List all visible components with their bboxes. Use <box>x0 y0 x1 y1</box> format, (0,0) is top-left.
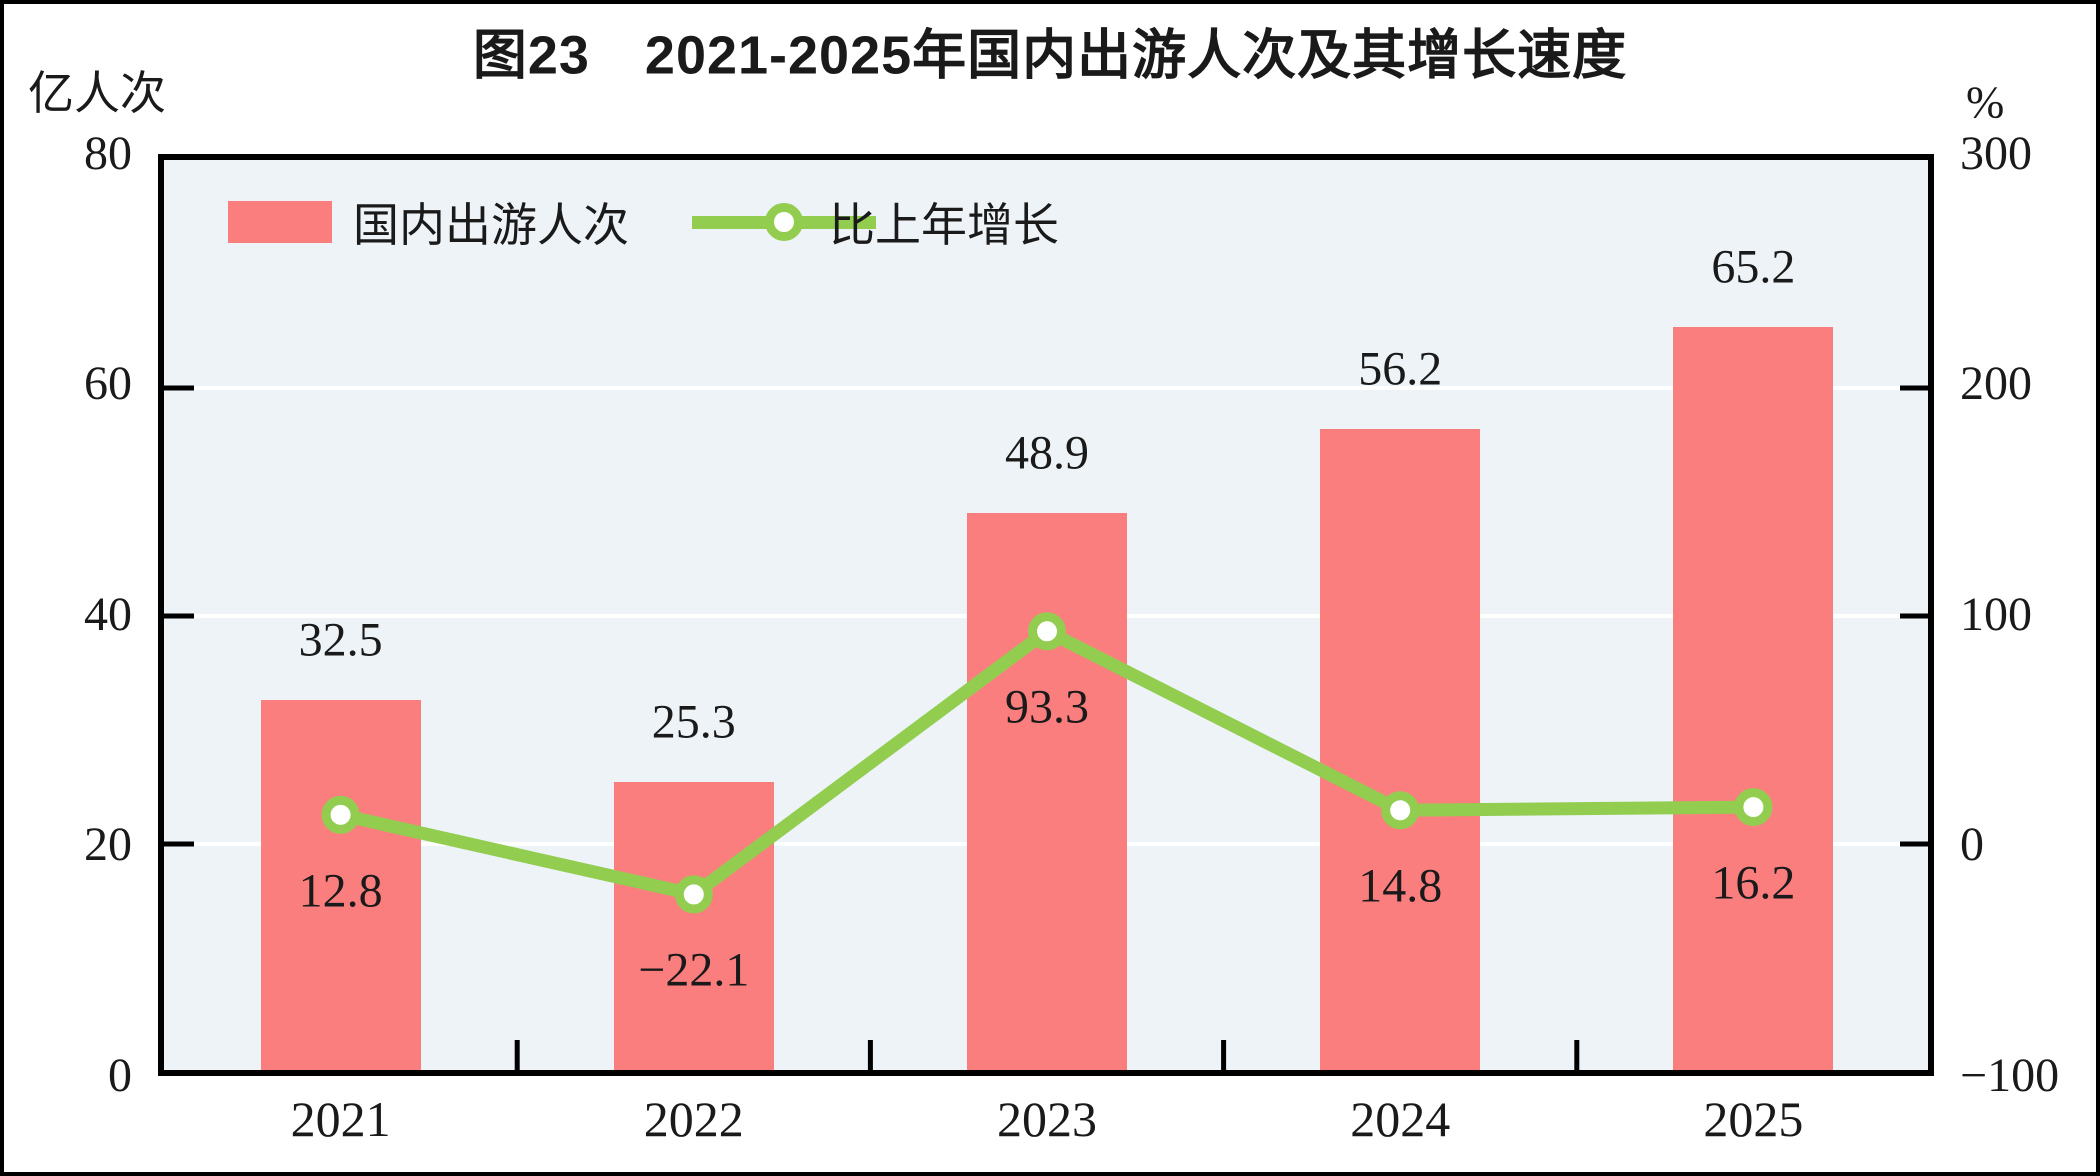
left-axis-unit-label: 亿人次 <box>28 68 166 119</box>
right-axis-tick-300: 300 <box>1960 127 2032 180</box>
bar-2025 <box>1673 326 1834 1070</box>
line-value-label: 14.8 <box>1358 859 1443 913</box>
left-axis-tick-80: 80 <box>84 127 132 180</box>
left-axis-tick-40: 40 <box>84 588 132 641</box>
bar-value-label: 48.9 <box>1005 426 1089 480</box>
line-marker-2025 <box>1734 788 1773 827</box>
bar-value-label: 32.5 <box>298 613 383 666</box>
legend-line-sample <box>692 203 876 241</box>
legend-bar-series-label: 国内出游人次 <box>353 200 629 251</box>
plot-inner: 32.5 25.3 48.9 56.2 65.2 12.8 −22.1 93.3 14.8 16.… <box>164 160 1930 1072</box>
bar-2022 <box>613 781 774 1070</box>
legend-bar-swatch <box>228 201 332 243</box>
line-marker-2021 <box>321 795 360 834</box>
right-axis-tick-m100: −100 <box>1960 1049 2060 1102</box>
x-axis-label-2024: 2024 <box>1350 1091 1451 1147</box>
chart-title: 图23 2021-2025年国内出游人次及其增长速度 <box>472 25 1628 86</box>
bar-value-label: 25.3 <box>651 695 736 749</box>
left-axis-tick-60: 60 <box>84 357 132 410</box>
right-axis-tick-0: 0 <box>1960 818 1984 871</box>
bar-2021 <box>260 699 421 1070</box>
x-axis-label-2023: 2023 <box>997 1091 1097 1147</box>
right-axis-tick-200: 200 <box>1960 357 2032 410</box>
bar-value-label: 56.2 <box>1358 342 1443 396</box>
plot-area: 32.5 25.3 48.9 56.2 65.2 12.8 −22.1 93.3 14.8 16.… <box>158 154 1934 1076</box>
line-value-label: −22.1 <box>638 943 750 997</box>
left-axis-tick-20: 20 <box>84 818 132 871</box>
legend-line-marker-icon <box>765 203 803 241</box>
x-axis-label-2025: 2025 <box>1703 1091 1804 1147</box>
legend: 国内出游人次 比上年增长 <box>163 159 1163 269</box>
growth-line <box>339 624 1754 901</box>
line-marker-2023 <box>1028 612 1066 651</box>
line-value-label: 93.3 <box>1005 680 1089 734</box>
line-value-label: 12.8 <box>298 864 383 918</box>
line-marker-2024 <box>1381 791 1420 830</box>
x-axis-label-2022: 2022 <box>643 1091 744 1147</box>
x-axis-label-2021: 2021 <box>290 1091 391 1147</box>
left-axis-tick-0: 0 <box>108 1049 132 1102</box>
line-marker-2022 <box>674 875 713 914</box>
right-axis-unit-label: % <box>1966 76 2005 128</box>
bar-value-label: 65.2 <box>1711 240 1796 294</box>
legend-line-series-label: 比上年增长 <box>829 200 1059 251</box>
bar-2023 <box>967 512 1127 1070</box>
bar-2024 <box>1320 429 1481 1070</box>
line-series-layer <box>321 612 1773 914</box>
line-value-label: 16.2 <box>1711 856 1796 910</box>
right-axis-tick-100: 100 <box>1960 588 2032 641</box>
